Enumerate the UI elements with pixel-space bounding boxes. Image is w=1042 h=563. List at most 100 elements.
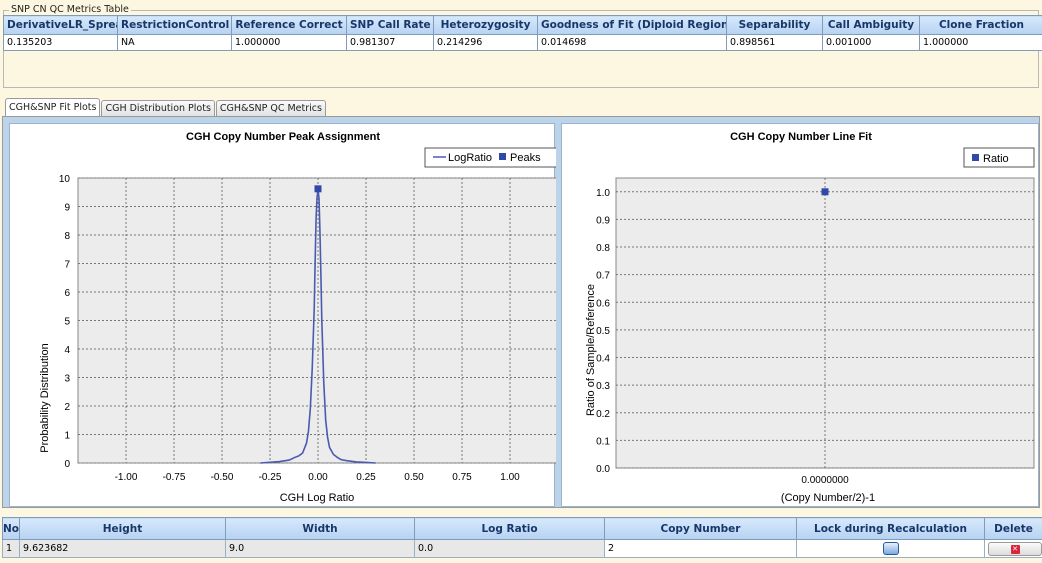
y-tick-label: 0.6: [596, 298, 610, 309]
metrics-table: DerivativeLR_Spread RestrictionControl R…: [3, 15, 1042, 51]
y-tick-label: 9: [64, 203, 70, 214]
tab-cgh-snp-qc-metrics[interactable]: CGH&SNP QC Metrics: [215, 100, 326, 116]
delete-button[interactable]: ✕: [988, 541, 1042, 556]
metrics-header[interactable]: DerivativeLR_Spread: [3, 15, 118, 35]
y-tick-label: 1: [64, 431, 70, 442]
metrics-cell[interactable]: 0.981307: [346, 34, 434, 51]
y-tick-label: 0.3: [596, 381, 610, 392]
peaks-header-copy-number[interactable]: Copy Number: [604, 517, 797, 540]
x-tick-label: 0.00: [308, 472, 328, 483]
y-tick-label: 0.7: [596, 271, 610, 282]
line-fit-chart: CGH Copy Number Line Fit Ratio Ratio of …: [585, 131, 1035, 504]
y-tick-label: 0.8: [596, 243, 610, 254]
peak-point: [314, 185, 322, 193]
legend-square-swatch: [972, 154, 979, 161]
x-tick-label: 0.25: [356, 472, 376, 483]
peak-assignment-chart-panel: CGH Copy Number Peak Assignment LogRatio…: [9, 123, 560, 507]
x-tick-label: 0.0000000: [801, 475, 849, 486]
peak-assignment-chart: CGH Copy Number Peak Assignment LogRatio…: [39, 131, 560, 504]
legend-square-swatch: [499, 153, 506, 160]
ratio-point: [821, 188, 829, 196]
x-axis-label: (Copy Number/2)-1: [781, 492, 875, 504]
peaks-header-lock[interactable]: Lock during Recalculation: [796, 517, 985, 540]
table-row[interactable]: 1 9.623682 9.0 0.0 2 ✕: [2, 539, 1042, 558]
x-tick-label: 0.75: [452, 472, 472, 483]
peaks-header-height[interactable]: Height: [19, 517, 226, 540]
peak-no-cell: 1: [2, 539, 20, 558]
tab-panel: CGH Copy Number Peak Assignment LogRatio…: [2, 116, 1040, 508]
x-tick-label: -0.50: [211, 472, 234, 483]
metrics-cell[interactable]: 0.898561: [726, 34, 823, 51]
metrics-header-row: DerivativeLR_Spread RestrictionControl R…: [3, 15, 1042, 35]
metrics-header[interactable]: Call Ambiguity: [822, 15, 920, 35]
metrics-cell[interactable]: 0.014698: [537, 34, 727, 51]
x-tick-label: -0.25: [259, 472, 282, 483]
metrics-header[interactable]: Clone Fraction: [919, 15, 1042, 35]
y-axis-label: Probability Distribution: [39, 343, 51, 452]
y-axis-label: Ratio of Sample/Reference: [585, 284, 597, 416]
peaks-header-row: No Height Width Log Ratio Copy Number Lo…: [2, 517, 1042, 540]
y-tick-label: 5: [64, 317, 70, 328]
x-tick-label: 0.50: [404, 472, 424, 483]
x-tick-label: -1.00: [115, 472, 138, 483]
metrics-value-row: 0.135203 NA 1.000000 0.981307 0.214296 0…: [3, 34, 1042, 51]
metrics-cell[interactable]: 1.000000: [919, 34, 1042, 51]
y-tick-label: 0.1: [596, 436, 610, 447]
tab-cgh-snp-fit-plots[interactable]: CGH&SNP Fit Plots: [5, 98, 101, 116]
x-tick-label: 1.00: [500, 472, 520, 483]
peak-log-ratio-cell[interactable]: 0.0: [414, 539, 605, 558]
y-tick-label: 0.5: [596, 326, 610, 337]
metrics-header[interactable]: Reference Correct: [231, 15, 347, 35]
plot-area: [77, 177, 559, 464]
chart-title: CGH Copy Number Line Fit: [730, 131, 872, 143]
peaks-header-delete[interactable]: Delete: [984, 517, 1042, 540]
metrics-cell[interactable]: 0.001000: [822, 34, 920, 51]
y-tick-label: 1.0: [596, 188, 610, 199]
metrics-header[interactable]: Separability: [726, 15, 823, 35]
close-icon: ✕: [1010, 544, 1020, 554]
y-tick-label: 6: [64, 288, 70, 299]
y-tick-label: 0.0: [596, 464, 610, 475]
metrics-header[interactable]: Heterozygosity: [433, 15, 538, 35]
y-tick-label: 3: [64, 374, 70, 385]
peaks-header-width[interactable]: Width: [225, 517, 415, 540]
peaks-header-no[interactable]: No: [2, 517, 20, 540]
legend: LogRatio Peaks: [424, 147, 560, 168]
lock-checkbox[interactable]: [882, 542, 899, 555]
y-tick-label: 0.9: [596, 215, 610, 226]
metrics-header[interactable]: RestrictionControl: [117, 15, 232, 35]
peak-copy-number-cell[interactable]: 2: [604, 539, 797, 558]
metrics-cell[interactable]: 0.135203: [3, 34, 118, 51]
y-tick-label: 4: [64, 345, 70, 356]
delete-cell: ✕: [984, 539, 1042, 558]
peak-height-cell[interactable]: 9.623682: [19, 539, 226, 558]
y-tick-label: 0.4: [596, 354, 610, 365]
plot-tabs: CGH&SNP Fit Plots CGH Distribution Plots…: [5, 98, 327, 116]
legend-label-ratio: Ratio: [983, 153, 1009, 165]
legend: Ratio: [963, 147, 1035, 168]
metrics-header[interactable]: SNP Call Rate: [346, 15, 434, 35]
series-line-logratio: [260, 189, 376, 464]
y-tick-label: 10: [59, 174, 71, 185]
y-tick-label: 0.2: [596, 409, 610, 420]
tab-cgh-distribution-plots[interactable]: CGH Distribution Plots: [101, 100, 215, 116]
line-fit-chart-panel: CGH Copy Number Line Fit Ratio Ratio of …: [561, 123, 1039, 507]
metrics-header[interactable]: Goodness of Fit (Diploid Region): [537, 15, 727, 35]
x-axis-label: CGH Log Ratio: [280, 492, 355, 504]
y-tick-label: 2: [64, 402, 70, 413]
y-tick-label: 7: [64, 260, 70, 271]
lock-cell: [796, 539, 985, 558]
metrics-cell[interactable]: 1.000000: [231, 34, 347, 51]
legend-label-logratio: LogRatio: [448, 152, 492, 164]
x-tick-label: -0.75: [163, 472, 186, 483]
metrics-cell[interactable]: NA: [117, 34, 232, 51]
peaks-table: No Height Width Log Ratio Copy Number Lo…: [2, 517, 1042, 558]
y-tick-label: 8: [64, 231, 70, 242]
peaks-header-log-ratio[interactable]: Log Ratio: [414, 517, 605, 540]
y-tick-label: 0: [64, 459, 70, 470]
legend-label-peaks: Peaks: [510, 152, 541, 164]
metrics-cell[interactable]: 0.214296: [433, 34, 538, 51]
peak-width-cell[interactable]: 9.0: [225, 539, 415, 558]
metrics-table-title: SNP CN QC Metrics Table: [9, 4, 131, 15]
legend-box: [963, 147, 1035, 168]
